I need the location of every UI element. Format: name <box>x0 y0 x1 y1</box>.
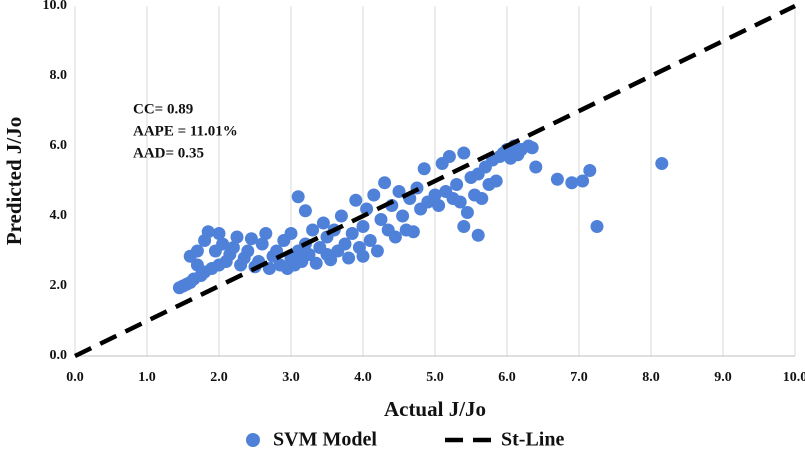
point <box>590 220 604 233</box>
point <box>298 204 312 218</box>
y-tick-label: 10.0 <box>43 0 68 13</box>
point <box>201 225 215 239</box>
point <box>316 216 330 230</box>
annotation: AAD= 0.35 <box>133 145 204 161</box>
point <box>306 223 320 237</box>
y-tick-label: 6.0 <box>50 138 68 153</box>
x-tick-label: 10.0 <box>783 370 805 385</box>
point <box>349 193 363 207</box>
point <box>284 227 298 240</box>
point <box>378 176 392 190</box>
y-tick-label: 4.0 <box>50 208 68 223</box>
point <box>417 162 431 176</box>
point <box>396 209 410 223</box>
point <box>226 241 240 254</box>
point <box>450 178 464 191</box>
point <box>241 244 255 258</box>
point <box>367 188 381 202</box>
point <box>457 220 471 233</box>
point <box>525 141 539 155</box>
point <box>655 157 669 170</box>
point <box>388 230 402 244</box>
point <box>259 227 273 240</box>
point <box>471 228 485 242</box>
point <box>406 225 420 239</box>
point <box>550 172 564 186</box>
x-tick-label: 9.0 <box>714 370 732 385</box>
x-tick-label: 2.0 <box>210 370 228 385</box>
point <box>356 249 370 263</box>
point <box>460 206 474 219</box>
point <box>360 202 374 216</box>
point <box>529 160 543 174</box>
point <box>442 150 456 163</box>
reference-line <box>74 3 796 359</box>
legend-label: SVM Model <box>273 429 377 451</box>
point <box>453 195 467 209</box>
point <box>370 244 384 258</box>
point <box>212 227 226 240</box>
point <box>342 251 356 265</box>
point <box>291 190 305 204</box>
x-tick-label: 7.0 <box>570 370 588 385</box>
point <box>190 244 204 258</box>
point <box>457 146 471 160</box>
x-tick-label: 6.0 <box>498 370 516 385</box>
point <box>338 237 352 251</box>
y-tick-label: 8.0 <box>50 68 68 83</box>
legend-label: St-Line <box>501 429 564 451</box>
x-tick-label: 0.0 <box>66 370 84 385</box>
point <box>363 234 377 247</box>
point <box>324 253 338 267</box>
point <box>334 209 348 223</box>
point <box>356 220 370 233</box>
annotation: AAPE = 11.01% <box>133 123 238 139</box>
point <box>302 248 316 261</box>
point <box>475 192 489 205</box>
y-tick-label: 2.0 <box>50 278 68 293</box>
point <box>428 188 442 202</box>
point <box>583 164 597 177</box>
x-tick-label: 4.0 <box>354 370 372 385</box>
point <box>489 174 503 188</box>
point <box>216 237 230 251</box>
x-tick-label: 3.0 <box>282 370 300 385</box>
point <box>576 174 590 188</box>
annotation: CC= 0.89 <box>133 101 193 117</box>
x-tick-label: 5.0 <box>426 370 444 385</box>
x-tick-label: 8.0 <box>642 370 660 385</box>
point <box>309 256 323 270</box>
legend-marker <box>246 433 260 447</box>
point <box>345 227 359 240</box>
point <box>255 237 269 251</box>
x-tick-label: 1.0 <box>138 370 156 385</box>
point <box>244 232 258 246</box>
point <box>374 213 388 226</box>
point <box>432 199 446 212</box>
y-axis-title: Predicted J/Jo <box>2 117 26 246</box>
x-axis-title: Actual J/Jo <box>384 397 486 421</box>
point <box>230 230 244 244</box>
point <box>565 176 579 190</box>
y-tick-label: 0.0 <box>50 348 68 363</box>
